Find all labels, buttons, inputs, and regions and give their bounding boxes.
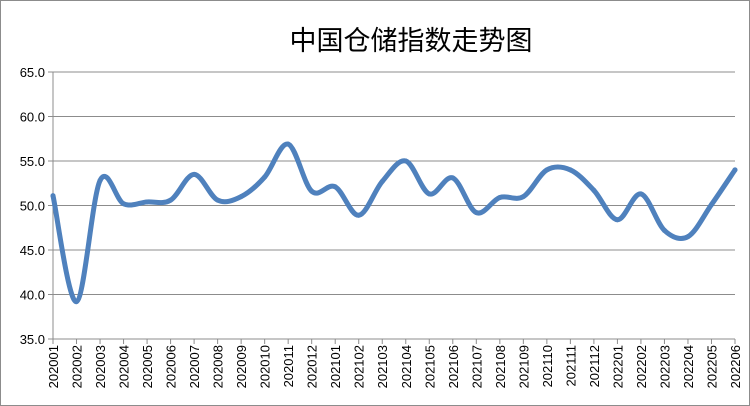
x-tick-label: 202201 [610, 345, 625, 388]
x-tick-label: 202004 [117, 345, 132, 388]
data-point [238, 194, 244, 200]
x-tick-label: 202107 [469, 345, 484, 388]
data-point [685, 234, 691, 240]
data-point [285, 141, 291, 147]
data-point [97, 178, 103, 184]
x-tick-label: 202102 [352, 345, 367, 388]
data-point [544, 167, 550, 173]
x-tick-label: 202111 [563, 345, 578, 386]
y-tick-labels: 65.0 60.0 55.0 50.0 45.0 40.0 35.0 [20, 65, 45, 347]
x-tick-label: 202105 [422, 345, 437, 388]
x-tick-label: 202109 [516, 345, 531, 388]
x-tick-label: 202110 [540, 345, 555, 387]
axes [48, 71, 736, 344]
data-point [614, 217, 620, 223]
series-layer [50, 141, 738, 305]
x-tick-label: 202008 [211, 345, 226, 388]
data-point [332, 184, 338, 190]
series-line [50, 141, 738, 305]
data-point [638, 191, 644, 197]
x-tick-label: 202205 [704, 345, 719, 388]
data-point [708, 202, 714, 208]
data-point [661, 227, 667, 233]
y-tick-label: 65.0 [20, 65, 45, 80]
y-tick-label: 35.0 [20, 332, 45, 347]
x-tick-label: 202106 [446, 345, 461, 388]
data-point [591, 187, 597, 193]
data-point [168, 197, 174, 203]
x-tick-label: 202009 [234, 345, 249, 388]
x-tick-label: 202203 [657, 345, 672, 388]
data-point [426, 191, 432, 197]
data-point [732, 167, 738, 173]
data-point [262, 174, 268, 180]
data-point [567, 167, 573, 173]
chart-title: 中国仓储指数走势图 [290, 26, 533, 57]
data-point [144, 199, 150, 205]
y-tick-label: 45.0 [20, 243, 45, 258]
x-tick-label: 202108 [493, 345, 508, 388]
x-tick-label: 202112 [587, 345, 602, 387]
data-point [191, 171, 197, 177]
x-tick-label: 202005 [140, 345, 155, 388]
data-point [74, 299, 80, 305]
data-point [379, 178, 385, 184]
data-point [473, 210, 479, 216]
x-tick-label: 202002 [70, 345, 85, 388]
data-point [309, 188, 315, 194]
y-tick-label: 50.0 [20, 199, 45, 214]
x-tick-label: 202001 [46, 345, 61, 388]
x-tick-label: 202206 [728, 345, 743, 388]
x-tick-label: 202007 [187, 345, 202, 388]
y-tick-label: 60.0 [20, 110, 45, 125]
data-point [215, 197, 221, 203]
gridlines [53, 71, 735, 295]
data-point [450, 175, 456, 181]
data-point [50, 193, 56, 199]
data-point [121, 201, 127, 207]
data-point [520, 194, 526, 200]
data-point [497, 194, 503, 200]
x-tick-label: 202006 [164, 345, 179, 388]
x-tick-label: 202103 [375, 345, 390, 388]
x-tick-label: 202202 [634, 345, 649, 388]
x-tick-label: 202011 [281, 345, 296, 387]
x-tick-label: 202101 [328, 345, 343, 388]
data-point [403, 158, 409, 164]
x-tick-label: 202010 [258, 345, 273, 388]
y-tick-label: 40.0 [20, 288, 45, 303]
x-tick-label: 202003 [93, 345, 108, 388]
x-tick-label: 202104 [399, 345, 414, 388]
x-tick-labels: 202001 202002 202003 202004 202005 202006 2020… [46, 345, 743, 388]
x-tick-label: 202204 [681, 345, 696, 388]
data-point [356, 212, 362, 218]
x-tick-label: 202012 [305, 345, 320, 388]
y-tick-label: 55.0 [20, 154, 45, 169]
